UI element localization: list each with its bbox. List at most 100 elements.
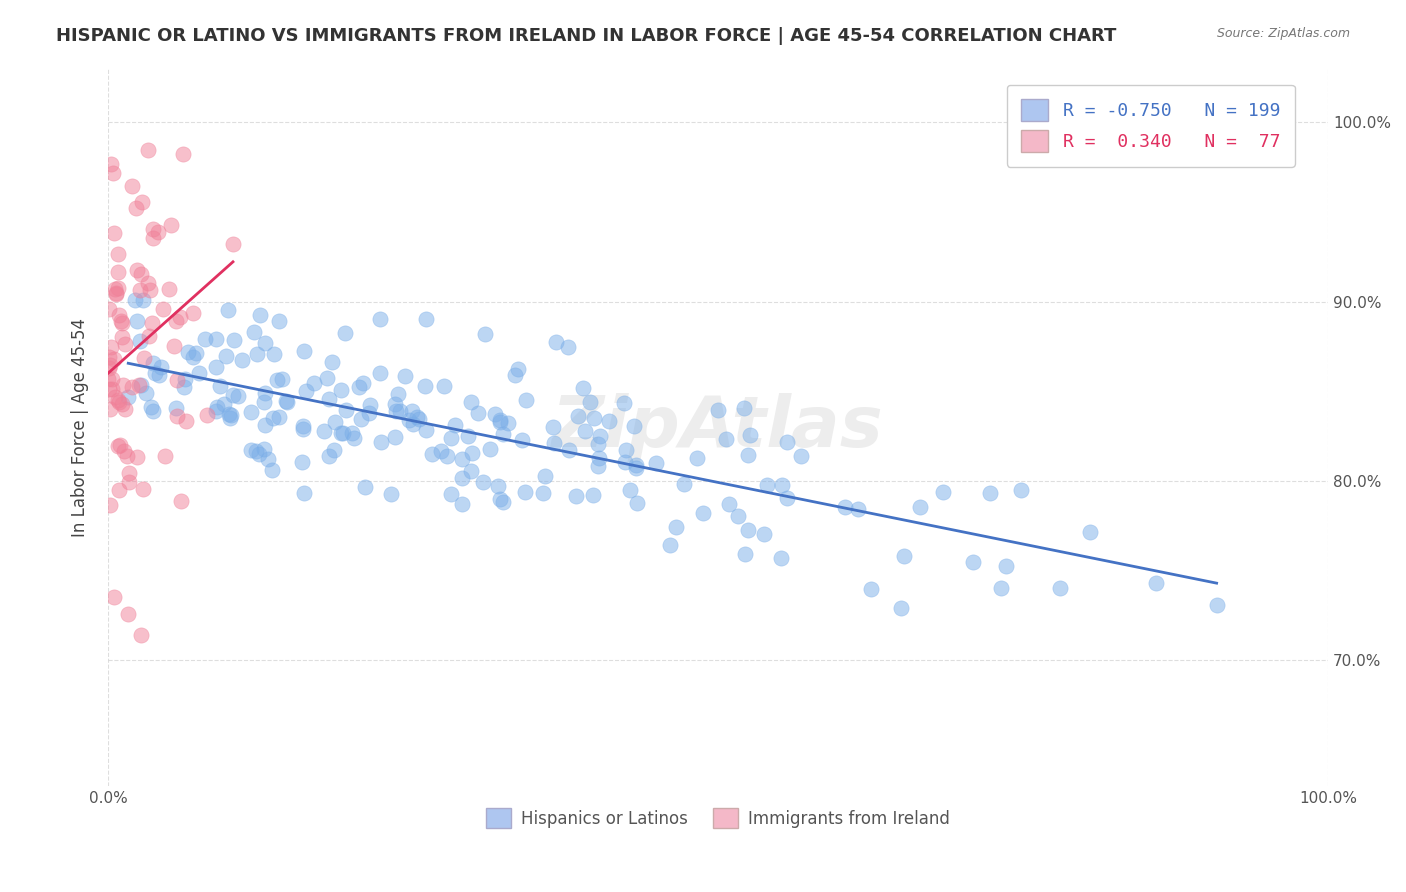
Point: [503, 368, 526, 382]
Text: Source: ZipAtlas.com: Source: ZipAtlas.com: [1216, 27, 1350, 40]
Point: [686, 450, 709, 465]
Point: [330, 383, 353, 397]
Point: [127, 314, 149, 328]
Point: [624, 461, 647, 475]
Point: [347, 380, 370, 394]
Point: [108, 308, 131, 322]
Point: [98, 382, 121, 396]
Point: [142, 231, 165, 245]
Point: [489, 491, 512, 506]
Point: [893, 549, 915, 564]
Point: [128, 283, 150, 297]
Point: [1144, 576, 1167, 591]
Point: [323, 442, 346, 457]
Point: [226, 389, 249, 403]
Point: [401, 403, 423, 417]
Point: [558, 442, 581, 457]
Point: [249, 309, 271, 323]
Point: [214, 397, 236, 411]
Point: [588, 459, 610, 474]
Point: [546, 334, 568, 349]
Point: [565, 489, 588, 503]
Point: [846, 502, 869, 516]
Point: [716, 432, 738, 446]
Point: [908, 500, 931, 514]
Point: [131, 267, 153, 281]
Point: [98, 350, 121, 364]
Point: [166, 373, 188, 387]
Point: [429, 444, 451, 458]
Point: [354, 480, 377, 494]
Point: [598, 414, 620, 428]
Point: [492, 495, 515, 509]
Point: [457, 429, 479, 443]
Point: [111, 330, 134, 344]
Point: [451, 497, 474, 511]
Point: [276, 395, 298, 409]
Point: [467, 407, 489, 421]
Point: [616, 443, 638, 458]
Point: [173, 379, 195, 393]
Point: [588, 451, 610, 466]
Point: [472, 475, 495, 490]
Point: [737, 523, 759, 537]
Point: [221, 388, 243, 402]
Point: [613, 395, 636, 409]
Point: [263, 346, 285, 360]
Point: [132, 351, 155, 366]
Point: [531, 485, 554, 500]
Point: [352, 376, 374, 390]
Point: [256, 452, 278, 467]
Point: [103, 352, 125, 367]
Point: [98, 360, 121, 375]
Point: [408, 411, 430, 425]
Point: [165, 401, 187, 416]
Point: [267, 314, 290, 328]
Point: [770, 478, 793, 492]
Point: [321, 354, 343, 368]
Point: [727, 509, 749, 524]
Point: [107, 246, 129, 260]
Point: [994, 558, 1017, 573]
Point: [645, 456, 668, 470]
Point: [118, 466, 141, 480]
Point: [104, 287, 127, 301]
Point: [114, 402, 136, 417]
Point: [776, 491, 799, 505]
Point: [108, 438, 131, 452]
Point: [329, 426, 352, 441]
Point: [165, 314, 187, 328]
Point: [332, 426, 354, 441]
Point: [706, 402, 728, 417]
Y-axis label: In Labor Force | Age 45-54: In Labor Force | Age 45-54: [72, 318, 89, 537]
Point: [148, 368, 170, 383]
Point: [433, 378, 456, 392]
Point: [224, 333, 246, 347]
Point: [127, 450, 149, 465]
Point: [141, 317, 163, 331]
Point: [153, 449, 176, 463]
Point: [385, 403, 408, 417]
Point: [543, 435, 565, 450]
Point: [98, 301, 121, 316]
Point: [174, 414, 197, 428]
Point: [294, 485, 316, 500]
Point: [489, 412, 512, 426]
Point: [406, 410, 429, 425]
Point: [253, 335, 276, 350]
Point: [100, 340, 122, 354]
Point: [388, 404, 411, 418]
Point: [209, 378, 232, 392]
Point: [215, 349, 238, 363]
Point: [266, 373, 288, 387]
Point: [292, 422, 315, 436]
Point: [101, 382, 124, 396]
Point: [756, 478, 779, 492]
Point: [834, 500, 856, 514]
Point: [245, 443, 267, 458]
Point: [253, 442, 276, 457]
Point: [436, 450, 458, 464]
Point: [219, 408, 242, 422]
Point: [195, 409, 218, 423]
Point: [205, 332, 228, 346]
